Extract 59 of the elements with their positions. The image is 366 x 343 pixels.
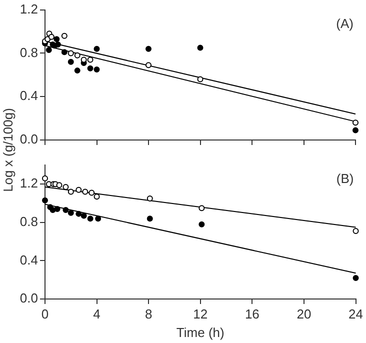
x-tick-label: 16	[244, 306, 260, 322]
point	[94, 66, 100, 72]
point	[146, 196, 153, 202]
point	[74, 52, 80, 58]
point	[42, 175, 48, 182]
y-tick-label: 0.0	[20, 290, 38, 306]
point	[76, 210, 82, 217]
y-tick-label: 1.2	[20, 176, 38, 191]
point	[48, 34, 54, 40]
point	[95, 216, 102, 222]
point	[198, 205, 205, 212]
y-tick-label: 0.0	[20, 132, 38, 147]
y-tick-label: 0.4	[20, 88, 38, 104]
point	[146, 216, 153, 222]
point	[74, 68, 80, 74]
x-tick-label: 20	[296, 306, 312, 322]
point	[352, 120, 358, 126]
y-tick-label: 1.2	[20, 1, 38, 16]
point	[88, 190, 95, 196]
point	[68, 188, 74, 195]
y-tick-label: 0.8	[20, 214, 38, 230]
point	[54, 36, 60, 42]
x-tick-label: 0	[41, 306, 49, 322]
point	[94, 46, 100, 52]
point	[68, 50, 74, 56]
point	[352, 228, 359, 234]
point	[146, 46, 152, 52]
y-tick-label: 0.4	[20, 252, 38, 268]
point	[54, 206, 60, 212]
point	[146, 62, 152, 68]
x-tick-label: 24	[348, 306, 364, 322]
point	[42, 197, 48, 204]
x-tick-label: 12	[193, 306, 208, 322]
point	[46, 46, 52, 53]
point	[94, 194, 100, 200]
point	[61, 49, 68, 56]
point	[352, 127, 358, 134]
point	[61, 32, 68, 39]
point	[62, 206, 69, 213]
x-tick-label: 8	[144, 306, 152, 322]
point	[352, 274, 359, 281]
point	[80, 212, 87, 219]
point	[87, 216, 94, 222]
annotation: (B)	[336, 171, 354, 186]
x-tick-label: 4	[93, 306, 100, 322]
point	[87, 65, 94, 72]
point	[197, 44, 204, 51]
y-tick-label: 0.8	[20, 44, 38, 60]
point	[197, 76, 204, 82]
point	[87, 56, 94, 63]
annotation: (A)	[336, 16, 354, 31]
point	[68, 210, 74, 216]
y-axis-title: Log x (g/100g)	[0, 108, 16, 192]
point	[56, 182, 62, 188]
point	[198, 221, 205, 228]
point	[82, 188, 88, 195]
point	[76, 186, 82, 193]
point	[68, 58, 74, 65]
x-axis-title: Time (h)	[176, 324, 224, 340]
